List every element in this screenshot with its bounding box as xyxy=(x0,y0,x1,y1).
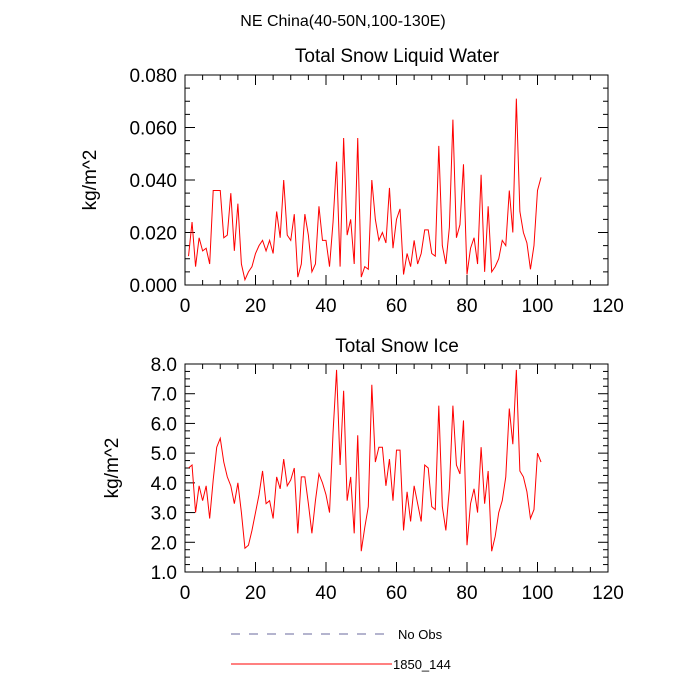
x-tick-label: 20 xyxy=(245,583,266,604)
x-tick-label: 60 xyxy=(386,583,407,604)
x-tick-label: 40 xyxy=(315,583,336,604)
legend: No Obs 1850_144 xyxy=(231,627,451,672)
legend-label-1850-144: 1850_144 xyxy=(393,657,451,672)
panel-title: Total Snow Liquid Water xyxy=(295,46,500,67)
plot-area: 0 20 40 60 80 100 120 0.000 0.020 0.040 0.060 0.080 xyxy=(129,66,623,317)
x-tick-label: 100 xyxy=(522,583,554,604)
x-tick-label: 100 xyxy=(522,296,554,317)
y-axis-label: kg/m^2 xyxy=(102,438,123,499)
x-tick-label: 80 xyxy=(456,296,477,317)
y-tick-label: 8.0 xyxy=(151,355,177,376)
x-tick-label: 0 xyxy=(180,583,191,604)
x-tick-label: 60 xyxy=(386,296,407,317)
panel-title: Total Snow Ice xyxy=(335,336,459,357)
y-tick-label: 6.0 xyxy=(151,414,177,435)
x-tick-label: 80 xyxy=(456,583,477,604)
panel-snow-ice: Total Snow Ice kg/m^2 0 20 40 60 80 100 120 1.0… xyxy=(102,336,624,604)
y-tick-label: 4.0 xyxy=(151,474,177,495)
y-tick-label: 3.0 xyxy=(151,504,177,525)
series-line-1850-144 xyxy=(188,98,542,282)
x-tick-label: 20 xyxy=(245,296,266,317)
panel-snow-liquid-water: Total Snow Liquid Water kg/m^2 0 20 40 60 80… xyxy=(80,46,624,317)
x-tick-label: 120 xyxy=(592,583,624,604)
y-tick-label: 0.020 xyxy=(129,224,177,245)
series-line-1850-144 xyxy=(188,369,542,552)
y-tick-label: 2.0 xyxy=(151,533,177,554)
legend-label-no-obs: No Obs xyxy=(398,627,443,642)
y-tick-label: 0.080 xyxy=(129,66,177,87)
x-tick-label: 40 xyxy=(315,296,336,317)
y-tick-label: 0.060 xyxy=(129,119,177,140)
y-axis-label: kg/m^2 xyxy=(80,150,101,211)
y-tick-label: 0.040 xyxy=(129,171,177,192)
plot-frame xyxy=(184,363,609,573)
y-tick-label: 5.0 xyxy=(151,444,177,465)
x-tick-label: 0 xyxy=(180,296,191,317)
figure-title: NE China(40-50N,100-130E) xyxy=(240,13,445,30)
plot-area: 0 20 40 60 80 100 120 1.0 2.0 3.0 4.0 5.0 6.0 7.0 8.0 xyxy=(151,355,624,604)
y-tick-label: 7.0 xyxy=(151,385,177,406)
x-tick-label: 120 xyxy=(592,296,624,317)
y-tick-label: 1.0 xyxy=(151,563,177,584)
y-tick-label: 0.000 xyxy=(129,276,177,297)
plot-frame xyxy=(184,74,609,286)
